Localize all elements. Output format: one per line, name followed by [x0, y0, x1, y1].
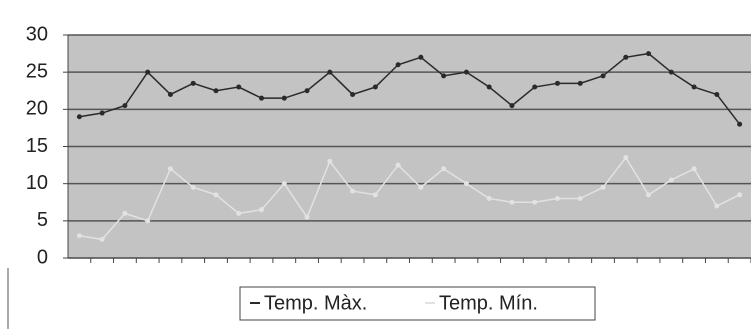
- data-point: [99, 110, 105, 116]
- data-point: [236, 84, 242, 90]
- data-point: [623, 155, 629, 161]
- data-point: [509, 199, 515, 205]
- data-point: [259, 207, 265, 213]
- data-point: [668, 177, 674, 183]
- data-point: [236, 210, 242, 216]
- data-point: [327, 69, 333, 75]
- data-point: [76, 233, 82, 239]
- data-point: [509, 103, 515, 109]
- data-point: [600, 184, 606, 190]
- data-point: [714, 203, 720, 209]
- data-point: [190, 80, 196, 86]
- data-point: [441, 73, 447, 79]
- data-point: [577, 80, 583, 86]
- data-point: [554, 80, 560, 86]
- data-point: [418, 184, 424, 190]
- data-point: [600, 73, 606, 79]
- data-point: [122, 210, 128, 216]
- data-point: [646, 51, 652, 57]
- data-point: [463, 181, 469, 187]
- data-point: [623, 54, 629, 60]
- y-tick-label: 15: [26, 135, 48, 157]
- data-point: [646, 192, 652, 198]
- data-point: [281, 95, 287, 101]
- y-tick-label: 0: [37, 246, 48, 268]
- data-point: [668, 69, 674, 75]
- data-point: [167, 91, 173, 97]
- data-point: [714, 91, 720, 97]
- data-point: [395, 162, 401, 168]
- series-line: [79, 156, 740, 241]
- data-point: [532, 84, 538, 90]
- data-point: [327, 158, 333, 164]
- y-tick-label: 20: [26, 98, 48, 120]
- data-point: [372, 84, 378, 90]
- data-point: [304, 88, 310, 94]
- data-point: [486, 84, 492, 90]
- data-point: [122, 103, 128, 109]
- data-point: [213, 88, 219, 94]
- y-tick-label: 25: [26, 60, 48, 82]
- data-point: [463, 69, 469, 75]
- data-point: [145, 69, 151, 75]
- data-point: [737, 192, 743, 198]
- data-point: [304, 214, 310, 220]
- data-point: [76, 114, 82, 120]
- data-point: [441, 166, 447, 172]
- data-point: [691, 166, 697, 172]
- data-point: [167, 166, 173, 172]
- series-line: [79, 52, 741, 125]
- data-point: [350, 91, 356, 97]
- data-point: [532, 199, 538, 205]
- data-point: [418, 54, 424, 60]
- data-point: [259, 95, 265, 101]
- data-point: [350, 188, 356, 194]
- y-tick-label: 10: [26, 172, 48, 194]
- legend-label: Temp. Màx.: [264, 292, 367, 314]
- legend-label: Temp. Mín.: [439, 292, 538, 314]
- data-point: [372, 192, 378, 198]
- data-point: [577, 196, 583, 202]
- legend-box: [239, 286, 596, 321]
- data-point: [213, 192, 219, 198]
- data-point: [145, 218, 151, 224]
- data-point: [99, 236, 105, 242]
- data-point: [395, 62, 401, 68]
- data-point: [281, 181, 287, 187]
- y-tick-label: 30: [26, 23, 48, 45]
- data-point: [554, 196, 560, 202]
- data-point: [691, 84, 697, 90]
- data-point: [190, 184, 196, 190]
- data-point: [486, 196, 492, 202]
- data-point: [737, 121, 743, 127]
- y-tick-label: 5: [37, 209, 48, 231]
